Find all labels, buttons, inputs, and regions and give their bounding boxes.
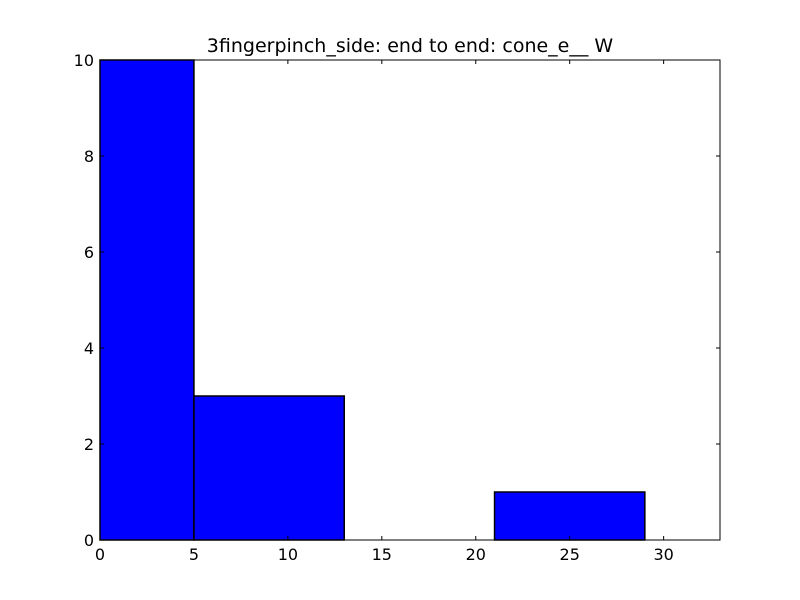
plot-frame <box>99 59 721 541</box>
x-tick-label-6: 30 <box>653 545 673 564</box>
x-tick-label-2: 10 <box>278 545 298 564</box>
y-tick-label-5: 10 <box>74 51 94 70</box>
ticks-layer <box>99 59 720 541</box>
y-tick-label-2: 4 <box>84 339 94 358</box>
histogram-bar-1 <box>193 395 345 541</box>
y-tick-label-4: 8 <box>84 147 94 166</box>
y-tick-label-0: 0 <box>84 531 94 550</box>
y-tick-label-3: 6 <box>84 243 94 262</box>
chart-title: 3fingerpinch_side: end to end: cone_e__ … <box>207 35 614 57</box>
histogram-bar-2 <box>493 491 646 541</box>
x-tick-label-3: 15 <box>372 545 392 564</box>
x-tick-label-1: 5 <box>189 545 199 564</box>
tick-labels-layer: 0 5 10 15 20 25 30 0 2 4 6 8 10 <box>74 51 674 564</box>
x-tick-label-4: 20 <box>466 545 486 564</box>
x-tick-label-5: 25 <box>560 545 580 564</box>
bars-layer <box>99 59 646 541</box>
histogram-bar-0 <box>99 59 195 541</box>
x-tick-label-0: 0 <box>95 545 105 564</box>
y-tick-label-1: 2 <box>84 435 94 454</box>
